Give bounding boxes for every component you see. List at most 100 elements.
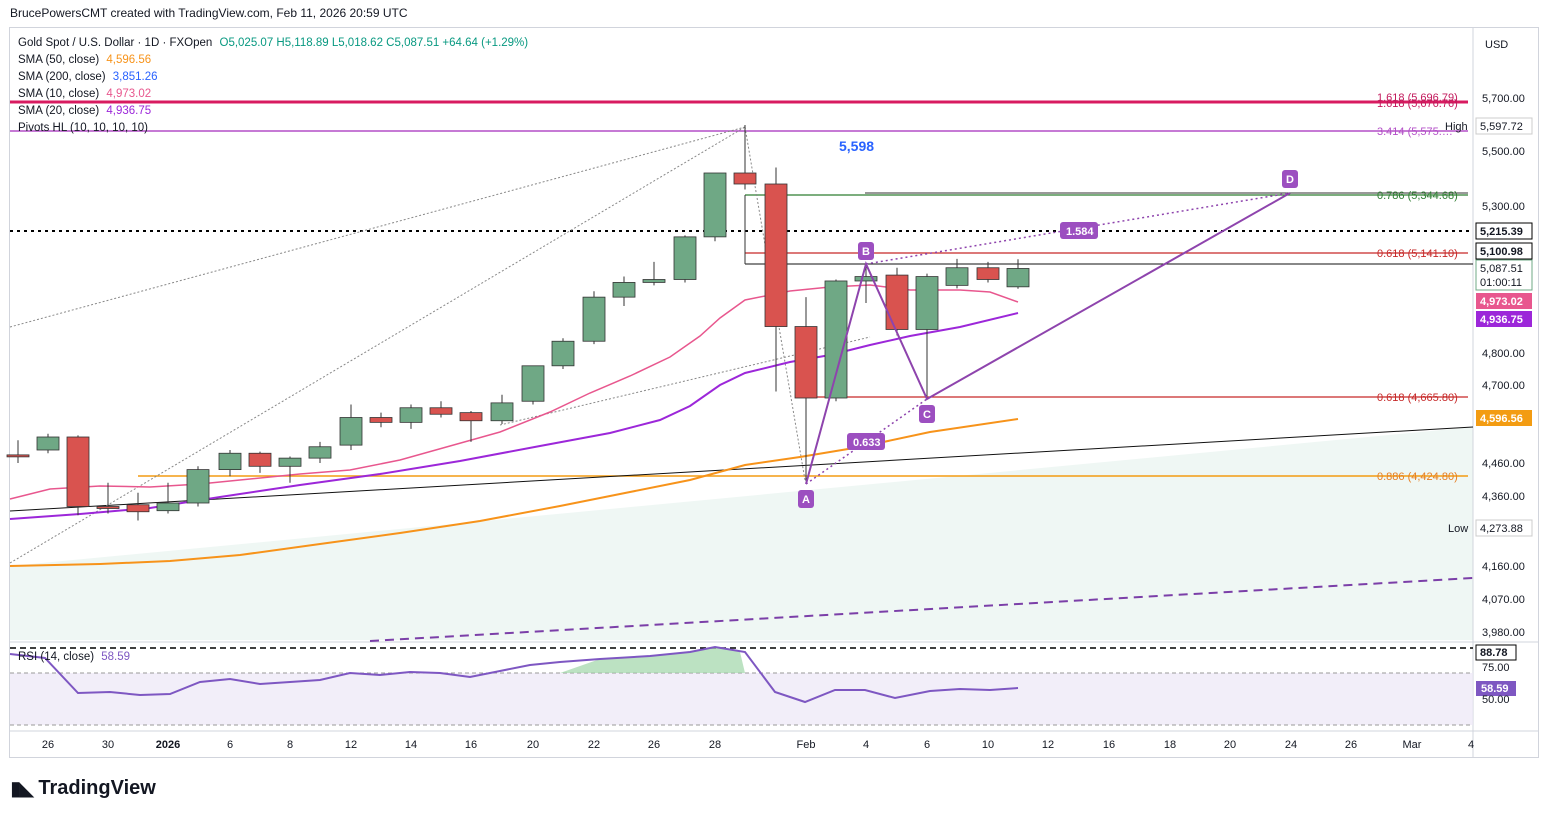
sma200-legend-value: 3,851.26 [112,71,158,83]
harmonic-xabcd [805,192,1291,485]
sma50-legend-value: 4,596.56 [106,54,152,66]
dotted-level-value: 5,215.39 [1480,226,1523,238]
rsi-legend[interactable]: RSI (14, close) 58.59 [18,651,130,663]
sma20-legend[interactable]: SMA (20, close) 4,936.75 [18,103,528,120]
candle-body [6,454,30,458]
rsi-line [9,645,1019,704]
sma50-legend[interactable]: SMA (50, close) 4,596.56 [18,52,528,69]
candle-body [126,504,150,513]
point-b-label: B [862,246,870,258]
pivots-legend[interactable]: Pivots HL (10, 10, 10, 10) [18,120,528,137]
candle-body [156,502,180,512]
sma20-tag [1476,311,1532,327]
fib-3414-label: 3.414 (5,575.… [1377,126,1453,138]
rsi-band [10,673,1473,725]
high-value: 5,597.72 [1480,121,1523,133]
last-price-value: 5,087.51 [1480,263,1523,275]
dotted-ray-lower [9,126,746,564]
sma20-legend-value: 4,936.75 [106,105,152,117]
sma50-legend-label: SMA (50, close) [18,54,100,66]
candle-body [703,172,727,238]
candle-body [733,172,757,185]
symbol-label: Gold Spot / U.S. Dollar · 1D · FXOpen [18,37,213,49]
low-value: 4,273.88 [1480,523,1523,535]
point-b-badge [858,242,874,260]
fib-0618-top-label: 0.618 (5,141.10) [1377,248,1458,260]
time-tick-label: 14 [405,739,417,751]
symbol-row[interactable]: Gold Spot / U.S. Dollar · 1D · FXOpen O5… [18,35,528,52]
point-a-label: A [802,494,810,506]
tradingview-logo[interactable]: ▮◣ TradingView [10,776,156,801]
candle-body [369,417,393,423]
sma10-line [9,284,1019,500]
candles [6,125,1030,521]
time-tick-label: 10 [982,739,994,751]
price-tick-label: 5,500.00 [1482,146,1525,158]
rsi-value-tag [1476,681,1516,696]
tradingview-mark-icon: ▮◣ [10,778,34,800]
chart-legend: Gold Spot / U.S. Dollar · 1D · FXOpen O5… [18,35,528,137]
rsi-legend-label: RSI (14, close) [18,651,95,663]
point-c-label: C [923,409,931,421]
candle-body [399,407,423,423]
price-axis[interactable]: 5,700.00 5,500.00 5,300.00 4,800.00 4,700.00… [1482,93,1525,639]
price-tick-label: 3,980.00 [1482,627,1525,639]
sma10-legend-label: SMA (10, close) [18,88,100,100]
point-d-label: D [1286,174,1294,186]
point-a-badge [798,490,814,508]
candle-body [429,407,453,415]
low-label: Low [1448,523,1468,535]
price-tick-label: 5,700.00 [1482,93,1525,105]
sma10-legend-value: 4,973.02 [106,88,152,100]
fib-0886-label: 0.886 (4,424.80) [1377,471,1458,483]
rsi-low-value: 50.00 [1482,694,1510,706]
fib-labels: 1.618 (5,696.79) 1.618 (5,676.76) 3.414 … [1377,92,1458,483]
harmonic-bd-dotted [865,192,1291,265]
sma10-tag-value: 4,973.02 [1480,296,1523,308]
candle-body [915,276,939,330]
price-tags: High 5,597.72 5,215.39 5,100.98 5,087.51… [1445,117,1533,537]
currency-box[interactable] [1478,34,1518,54]
time-tick-label: 16 [1103,739,1115,751]
tradingview-wordmark: TradingView [38,777,156,799]
time-tick-label: 4 [1468,739,1474,751]
sma50-tag [1476,410,1532,426]
price-tick-label: 4,700.00 [1482,380,1525,392]
fib-0618-bot-label: 0.618 (4,665.80) [1377,392,1458,404]
time-axis[interactable]: 26 30 2026 6 8 12 14 16 20 22 26 28 Feb 4 6 10 12 16 18 20 2… [42,739,1474,751]
time-tick-label: 26 [648,739,660,751]
rsi-legend-value: 58.59 [101,651,131,663]
sma50-tag-value: 4,596.56 [1480,413,1523,425]
rsi-overbought-fill [560,647,745,673]
time-tick-label: 4 [863,739,869,751]
rsi-top-tag [1475,644,1517,661]
time-tick-label: Mar [1403,739,1422,751]
chart-caption: BrucePowersCMT created with TradingView.… [10,6,408,20]
time-tick-label: 12 [345,739,357,751]
sma10-legend[interactable]: SMA (10, close) 4,973.02 [18,86,528,103]
sma50-line [9,418,1019,567]
sma10-tag [1476,293,1532,309]
channel-shade [10,427,1473,640]
candle-body [582,296,606,342]
candle-body [248,452,272,467]
currency-label[interactable]: USD [1485,39,1508,51]
rsi-top-value: 88.78 [1480,647,1508,659]
price-tick-label: 4,160.00 [1482,561,1525,573]
time-tick-label: 8 [287,739,293,751]
time-tick-label: 16 [465,739,477,751]
fib-1618-label-b: 1.618 (5,676.76) [1377,98,1458,110]
sma20-legend-label: SMA (20, close) [18,105,100,117]
time-tick-label: 2026 [156,739,180,751]
candle-body [339,417,363,446]
sma20-tag-value: 4,936.75 [1480,314,1523,326]
candle-body [612,282,636,298]
sma200-legend[interactable]: SMA (200, close) 3,851.26 [18,69,528,86]
time-tick-label: 6 [227,739,233,751]
time-tick-label: 28 [709,739,721,751]
candle-body [885,274,909,330]
price-tick-label: 4,460.00 [1482,458,1525,470]
rsi-value: 58.59 [1481,683,1509,695]
candle-body [36,436,60,451]
